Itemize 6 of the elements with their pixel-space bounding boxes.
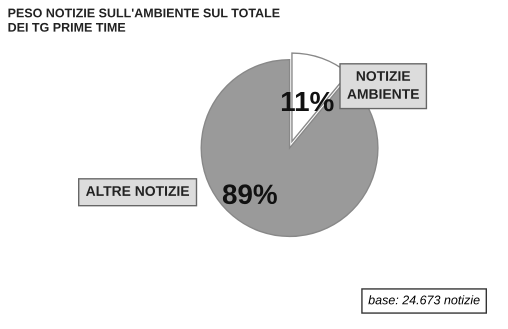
data-label: 11% bbox=[282, 92, 334, 112]
text: base: 24.673 notizie bbox=[368, 295, 480, 304]
chart-title: PESO NOTIZIE SULL'AMBIENTE SUL TOTALE DEI TG PRIME TIME bbox=[8, 8, 280, 32]
data-label: 89% bbox=[222, 184, 277, 204]
slice-label: ALTRE NOTIZIE bbox=[86, 186, 190, 196]
slice-label: NOTIZIE AMBIENTE bbox=[347, 71, 419, 99]
